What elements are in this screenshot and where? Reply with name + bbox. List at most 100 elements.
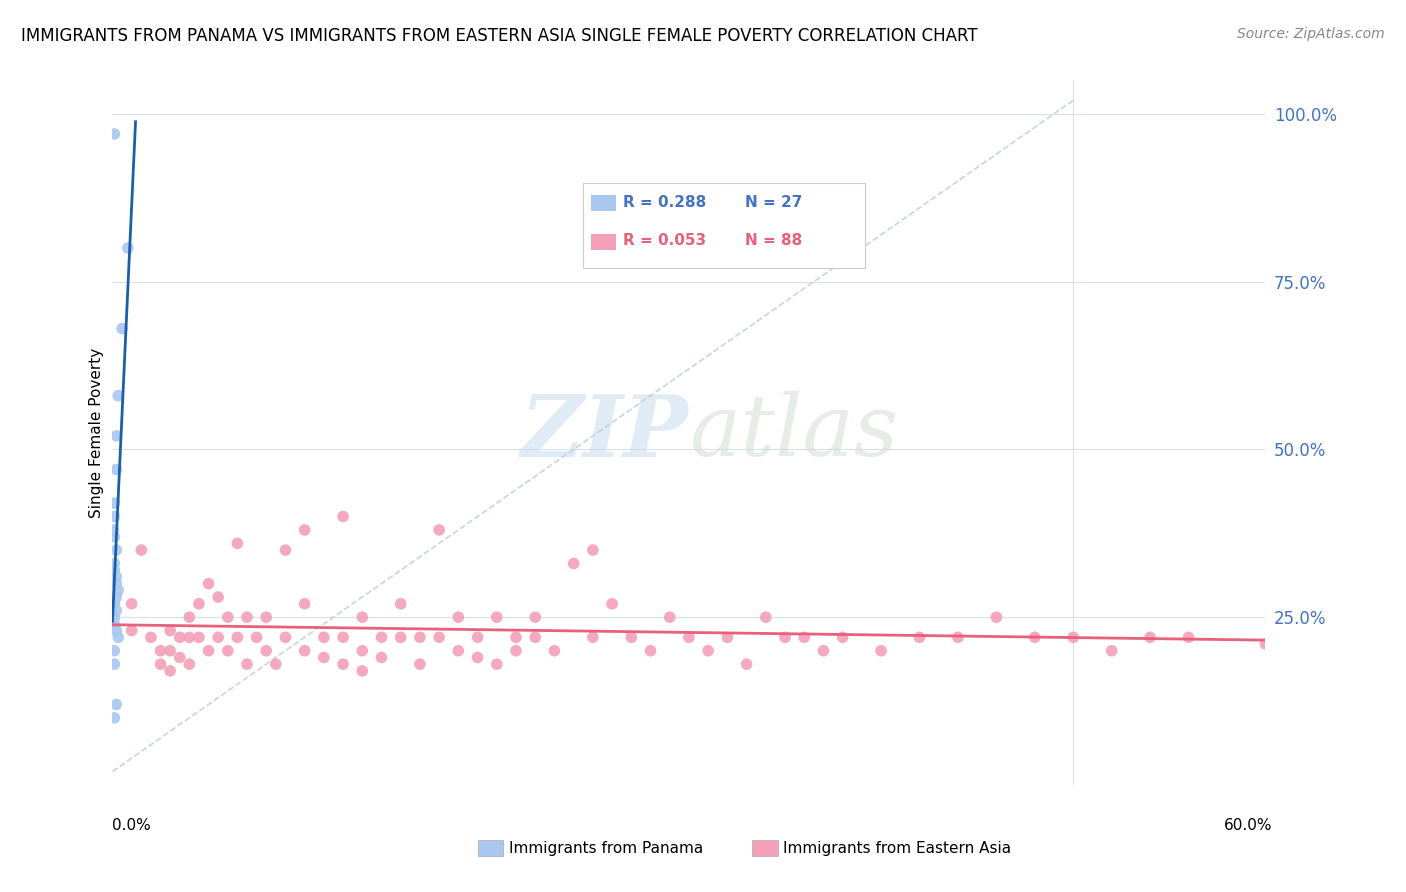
Point: [197, 576, 219, 591]
Point: [105, 590, 128, 604]
Point: [620, 630, 643, 644]
Point: [103, 657, 125, 672]
Point: [179, 657, 201, 672]
Point: [294, 523, 316, 537]
Point: [427, 630, 450, 644]
Point: [236, 657, 259, 672]
Point: [582, 630, 605, 644]
Point: [389, 597, 412, 611]
Text: N = 27: N = 27: [745, 195, 803, 210]
Point: [169, 630, 191, 644]
Point: [1024, 630, 1046, 644]
Point: [254, 610, 277, 624]
Point: [169, 650, 191, 665]
Point: [103, 557, 125, 571]
Point: [107, 583, 129, 598]
Point: [103, 610, 125, 624]
Point: [107, 630, 129, 644]
Point: [207, 630, 229, 644]
Point: [467, 630, 489, 644]
Point: [773, 630, 796, 644]
Text: 60.0%: 60.0%: [1225, 818, 1272, 832]
Point: [226, 630, 249, 644]
Point: [207, 590, 229, 604]
Text: IMMIGRANTS FROM PANAMA VS IMMIGRANTS FROM EASTERN ASIA SINGLE FEMALE POVERTY COR: IMMIGRANTS FROM PANAMA VS IMMIGRANTS FRO…: [21, 27, 977, 45]
Point: [505, 630, 527, 644]
Point: [111, 321, 134, 335]
Point: [389, 630, 412, 644]
Text: Immigrants from Panama: Immigrants from Panama: [509, 841, 703, 855]
Point: [370, 630, 392, 644]
Point: [103, 523, 125, 537]
Point: [159, 624, 181, 638]
Point: [427, 523, 450, 537]
Point: [121, 624, 143, 638]
Point: [1139, 630, 1161, 644]
Point: [524, 630, 547, 644]
Point: [188, 630, 211, 644]
Point: [505, 644, 527, 658]
Point: [697, 644, 720, 658]
Text: atlas: atlas: [689, 392, 898, 474]
Point: [600, 597, 623, 611]
Point: [813, 644, 835, 658]
Point: [179, 610, 201, 624]
Point: [105, 543, 128, 558]
Point: [352, 644, 374, 658]
Point: [485, 657, 508, 672]
Point: [103, 530, 125, 544]
Point: [117, 241, 139, 255]
Point: [1177, 630, 1199, 644]
Point: [294, 597, 316, 611]
Text: Immigrants from Eastern Asia: Immigrants from Eastern Asia: [783, 841, 1011, 855]
Point: [658, 610, 681, 624]
Point: [226, 536, 249, 550]
Point: [139, 630, 162, 644]
Point: [409, 657, 432, 672]
Point: [312, 650, 335, 665]
Point: [332, 509, 354, 524]
Point: [755, 610, 778, 624]
Point: [197, 644, 219, 658]
Point: [447, 644, 470, 658]
Point: [246, 630, 269, 644]
Point: [107, 389, 129, 403]
Point: [103, 597, 125, 611]
Point: [332, 630, 354, 644]
Point: [103, 644, 125, 658]
Text: Source: ZipAtlas.com: Source: ZipAtlas.com: [1237, 27, 1385, 41]
Point: [254, 644, 277, 658]
Point: [352, 610, 374, 624]
Point: [105, 576, 128, 591]
Point: [159, 664, 181, 678]
Point: [103, 616, 125, 631]
Point: [524, 610, 547, 624]
Point: [946, 630, 969, 644]
Point: [105, 624, 128, 638]
Point: [370, 650, 392, 665]
Point: [103, 127, 125, 141]
Point: [793, 630, 815, 644]
Text: R = 0.288: R = 0.288: [623, 195, 706, 210]
Point: [179, 630, 201, 644]
Point: [640, 644, 662, 658]
Text: 0.0%: 0.0%: [112, 818, 152, 832]
Text: N = 88: N = 88: [745, 234, 803, 248]
Point: [236, 610, 259, 624]
Point: [831, 630, 853, 644]
Point: [312, 630, 335, 644]
Point: [159, 644, 181, 658]
Point: [1062, 630, 1084, 644]
Y-axis label: Single Female Poverty: Single Female Poverty: [89, 348, 104, 517]
Point: [129, 543, 153, 558]
Point: [716, 630, 738, 644]
Point: [103, 711, 125, 725]
Point: [485, 610, 508, 624]
Point: [735, 657, 758, 672]
Point: [352, 664, 374, 678]
Point: [105, 603, 128, 617]
Point: [447, 610, 470, 624]
Point: [332, 657, 354, 672]
Point: [264, 657, 287, 672]
Point: [870, 644, 893, 658]
